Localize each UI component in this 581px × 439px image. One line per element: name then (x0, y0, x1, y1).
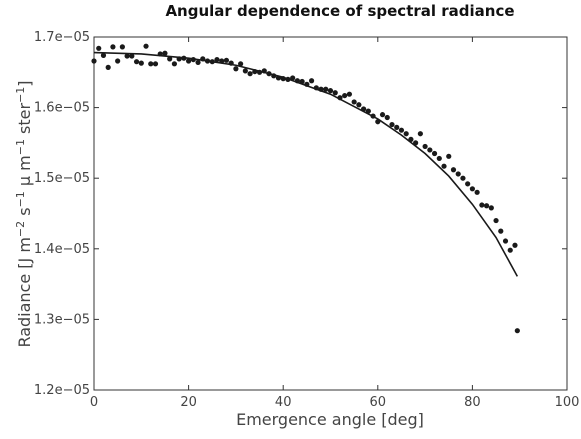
data-point (171, 61, 178, 67)
data-point (502, 238, 509, 244)
data-point (450, 167, 457, 173)
data-point (247, 71, 253, 77)
data-point (214, 56, 220, 63)
data-point (342, 92, 348, 99)
data-point (431, 150, 438, 157)
data-point (143, 43, 149, 49)
x-axis-label: Emergence angle [deg] (236, 410, 424, 429)
data-point (514, 328, 520, 334)
y-tick-label: 1.3e−05 (34, 312, 90, 327)
data-point (238, 61, 244, 67)
plot-frame (93, 36, 568, 391)
chart-title: Angular dependence of spectral radiance (165, 2, 514, 20)
data-point (242, 68, 248, 74)
data-point (148, 61, 154, 67)
data-point (469, 186, 475, 192)
data-point (167, 56, 173, 62)
data-point (479, 202, 485, 208)
data-point (100, 52, 107, 58)
data-point (233, 66, 239, 72)
data-point (379, 112, 386, 118)
data-point (332, 90, 338, 96)
data-point (384, 114, 390, 121)
y-axis-label-superscript: −1 (14, 139, 27, 155)
data-point (483, 203, 490, 209)
y-axis-label-superscript: −1 (14, 87, 27, 103)
data-point (91, 58, 97, 64)
data-point (323, 86, 329, 92)
x-tick-label: 20 (180, 395, 197, 410)
y-axis-label-part: ] (15, 80, 34, 86)
data-point (186, 58, 192, 64)
data-point (162, 50, 168, 56)
data-point (441, 163, 447, 169)
data-point (133, 59, 140, 65)
data-point (290, 75, 296, 81)
data-point (129, 53, 135, 59)
data-point (455, 171, 461, 177)
data-point (152, 61, 159, 67)
y-axis-label-part: Radiance [J m (15, 237, 34, 347)
data-point (436, 155, 442, 162)
data-point (422, 143, 428, 150)
data-point (507, 247, 513, 253)
x-tick-label: 0 (90, 395, 98, 410)
data-point (427, 147, 433, 153)
data-point (488, 205, 494, 211)
y-axis-label-superscript: −1 (14, 191, 27, 207)
x-tick-label: 40 (275, 395, 292, 410)
data-point (474, 189, 480, 195)
data-point (446, 153, 452, 159)
x-tick-label: 100 (555, 395, 580, 410)
data-point (465, 181, 471, 187)
data-point (115, 58, 121, 64)
y-axis-label-part: s (15, 207, 34, 220)
y-tick-label: 1.4e−05 (34, 242, 90, 257)
data-point (96, 45, 102, 51)
data-point (498, 228, 504, 234)
y-tick-label: 1.2e−05 (34, 383, 90, 398)
data-point (327, 88, 334, 94)
y-tick-label: 1.6e−05 (34, 101, 90, 116)
data-point (110, 44, 116, 50)
data-point (223, 57, 230, 63)
x-tick-label: 80 (464, 395, 481, 410)
x-tick-label: 60 (370, 395, 387, 410)
y-axis-label-part: μ m (15, 155, 34, 191)
data-point (119, 44, 125, 50)
data-point (351, 99, 357, 105)
y-axis-label-superscript: −2 (14, 221, 27, 237)
data-point (138, 60, 144, 66)
data-point (105, 64, 111, 70)
data-point (346, 91, 353, 97)
data-point (308, 78, 315, 84)
data-point (417, 131, 423, 137)
data-point (398, 127, 405, 133)
y-tick-label: 1.5e−05 (34, 171, 90, 186)
data-point (195, 59, 201, 66)
y-axis-label: Radiance [J m−2 s−1 μ m−1 ster−1] (14, 80, 35, 347)
data-point (403, 131, 409, 137)
data-point (493, 217, 499, 224)
data-point (389, 121, 395, 128)
fit-line (93, 51, 519, 277)
y-axis-label-part: ster (15, 103, 34, 140)
data-point (356, 102, 362, 108)
data-point (460, 175, 466, 181)
data-point (124, 53, 130, 59)
data-point (394, 124, 400, 130)
y-tick-label: 1.7e−05 (34, 30, 90, 45)
data-point (512, 242, 518, 248)
